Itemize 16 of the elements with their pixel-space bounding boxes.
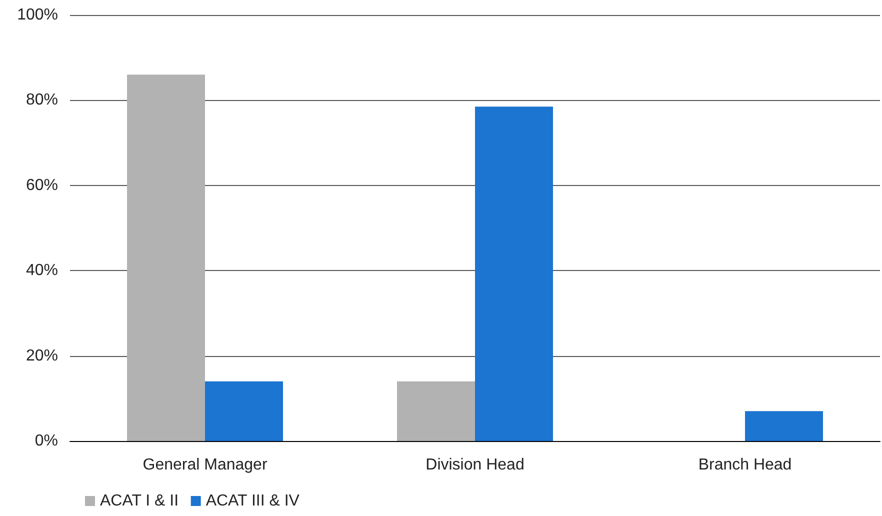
y-tick-label: 100% <box>17 6 58 24</box>
y-tick-label: 60% <box>26 176 58 194</box>
bar <box>745 411 823 441</box>
bar <box>127 74 205 441</box>
y-tick-label: 80% <box>26 92 58 109</box>
bar <box>397 381 475 441</box>
x-tick-label: General Manager <box>142 456 268 474</box>
y-tick-label: 40% <box>26 262 58 280</box>
bar <box>475 106 553 441</box>
bar <box>205 381 283 441</box>
x-tick-label: Branch Head <box>698 456 792 474</box>
x-tick-label: Division Head <box>426 456 524 474</box>
y-tick-label: 20% <box>26 347 58 364</box>
legend-label: ACAT I & II <box>100 492 179 510</box>
y-tick-label: 0% <box>34 432 58 450</box>
legend-label: ACAT III & IV <box>206 492 300 510</box>
